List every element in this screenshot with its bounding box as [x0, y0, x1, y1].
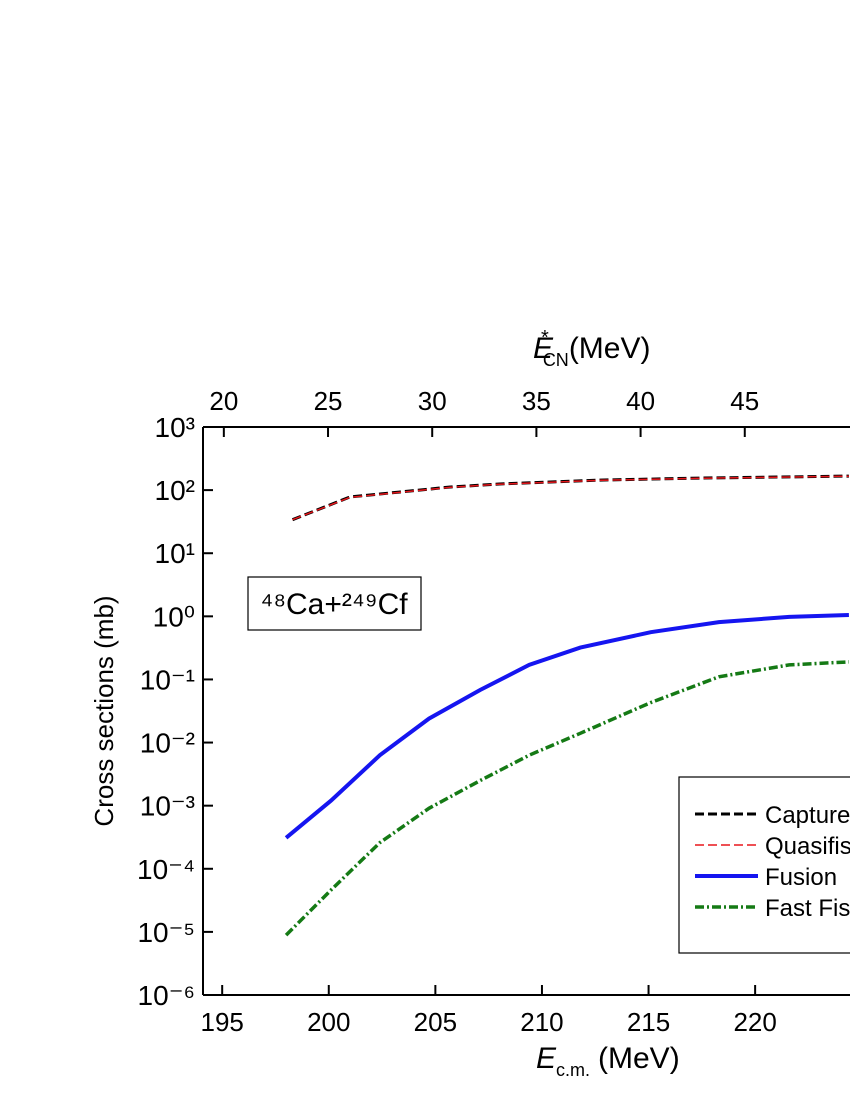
x2-tick-label: 30 [418, 386, 447, 416]
x-tick-label: 195 [200, 1007, 243, 1037]
series-line [284, 660, 849, 937]
y-axis-label: Cross sections (mb) [89, 595, 119, 826]
x2-label-sub: CN [543, 350, 569, 370]
x-axis-label: Ec.m. (MeV) [536, 1042, 680, 1080]
x-tick-label: 220 [733, 1007, 776, 1037]
y-tick-label: 10³ [155, 412, 195, 443]
x2-axis-label: E* CN(MeV) [533, 327, 650, 370]
legend-label: Fast Fission [765, 895, 850, 922]
x-label-symbol: E [536, 1042, 557, 1075]
x2-tick-label: 40 [626, 386, 655, 416]
y-tick-label: 10⁻⁵ [137, 917, 195, 948]
x-tick-label: 205 [414, 1007, 457, 1037]
legend: Capture Quasifission Fusion Fast Fission [678, 776, 850, 954]
y-tick-label: 10⁻⁶ [138, 980, 195, 1011]
y-tick-label: 10⁻² [140, 728, 195, 759]
legend-label: Quasifission [765, 833, 850, 860]
y-tick-label: 10⁻¹ [140, 664, 195, 695]
x-label-unit: (MeV) [598, 1042, 680, 1075]
x2-tick-label: 35 [522, 386, 551, 416]
x2-tick-label: 25 [314, 386, 343, 416]
y-tick-label: 10² [155, 475, 195, 506]
y-tick-label: 10⁻⁴ [137, 854, 195, 885]
legend-label: Capture [765, 802, 850, 829]
x-label-sub: c.m. [556, 1060, 590, 1080]
x2-label-unit: (MeV) [569, 332, 651, 365]
series-line [292, 475, 849, 521]
x-tick-label: 210 [520, 1007, 563, 1037]
x2-tick-label: 45 [730, 386, 759, 416]
legend-box [678, 776, 850, 954]
legend-label: Fusion [765, 864, 837, 891]
y-tick-label: 10¹ [155, 538, 195, 569]
y-tick-label: 10⁰ [153, 601, 195, 632]
annotation-box [247, 576, 422, 631]
y-tick-label: 10⁻³ [140, 791, 195, 822]
x2-tick-label: 20 [209, 386, 238, 416]
x-tick-label: 215 [627, 1007, 670, 1037]
x-tick-label: 200 [307, 1007, 350, 1037]
series-line [284, 613, 849, 840]
annotation: ⁴⁸Ca+²⁴⁹Cf [260, 588, 408, 621]
series-line [291, 474, 849, 522]
x2-label-symbol: E [533, 332, 554, 365]
x2-label-sup: * [541, 327, 549, 349]
